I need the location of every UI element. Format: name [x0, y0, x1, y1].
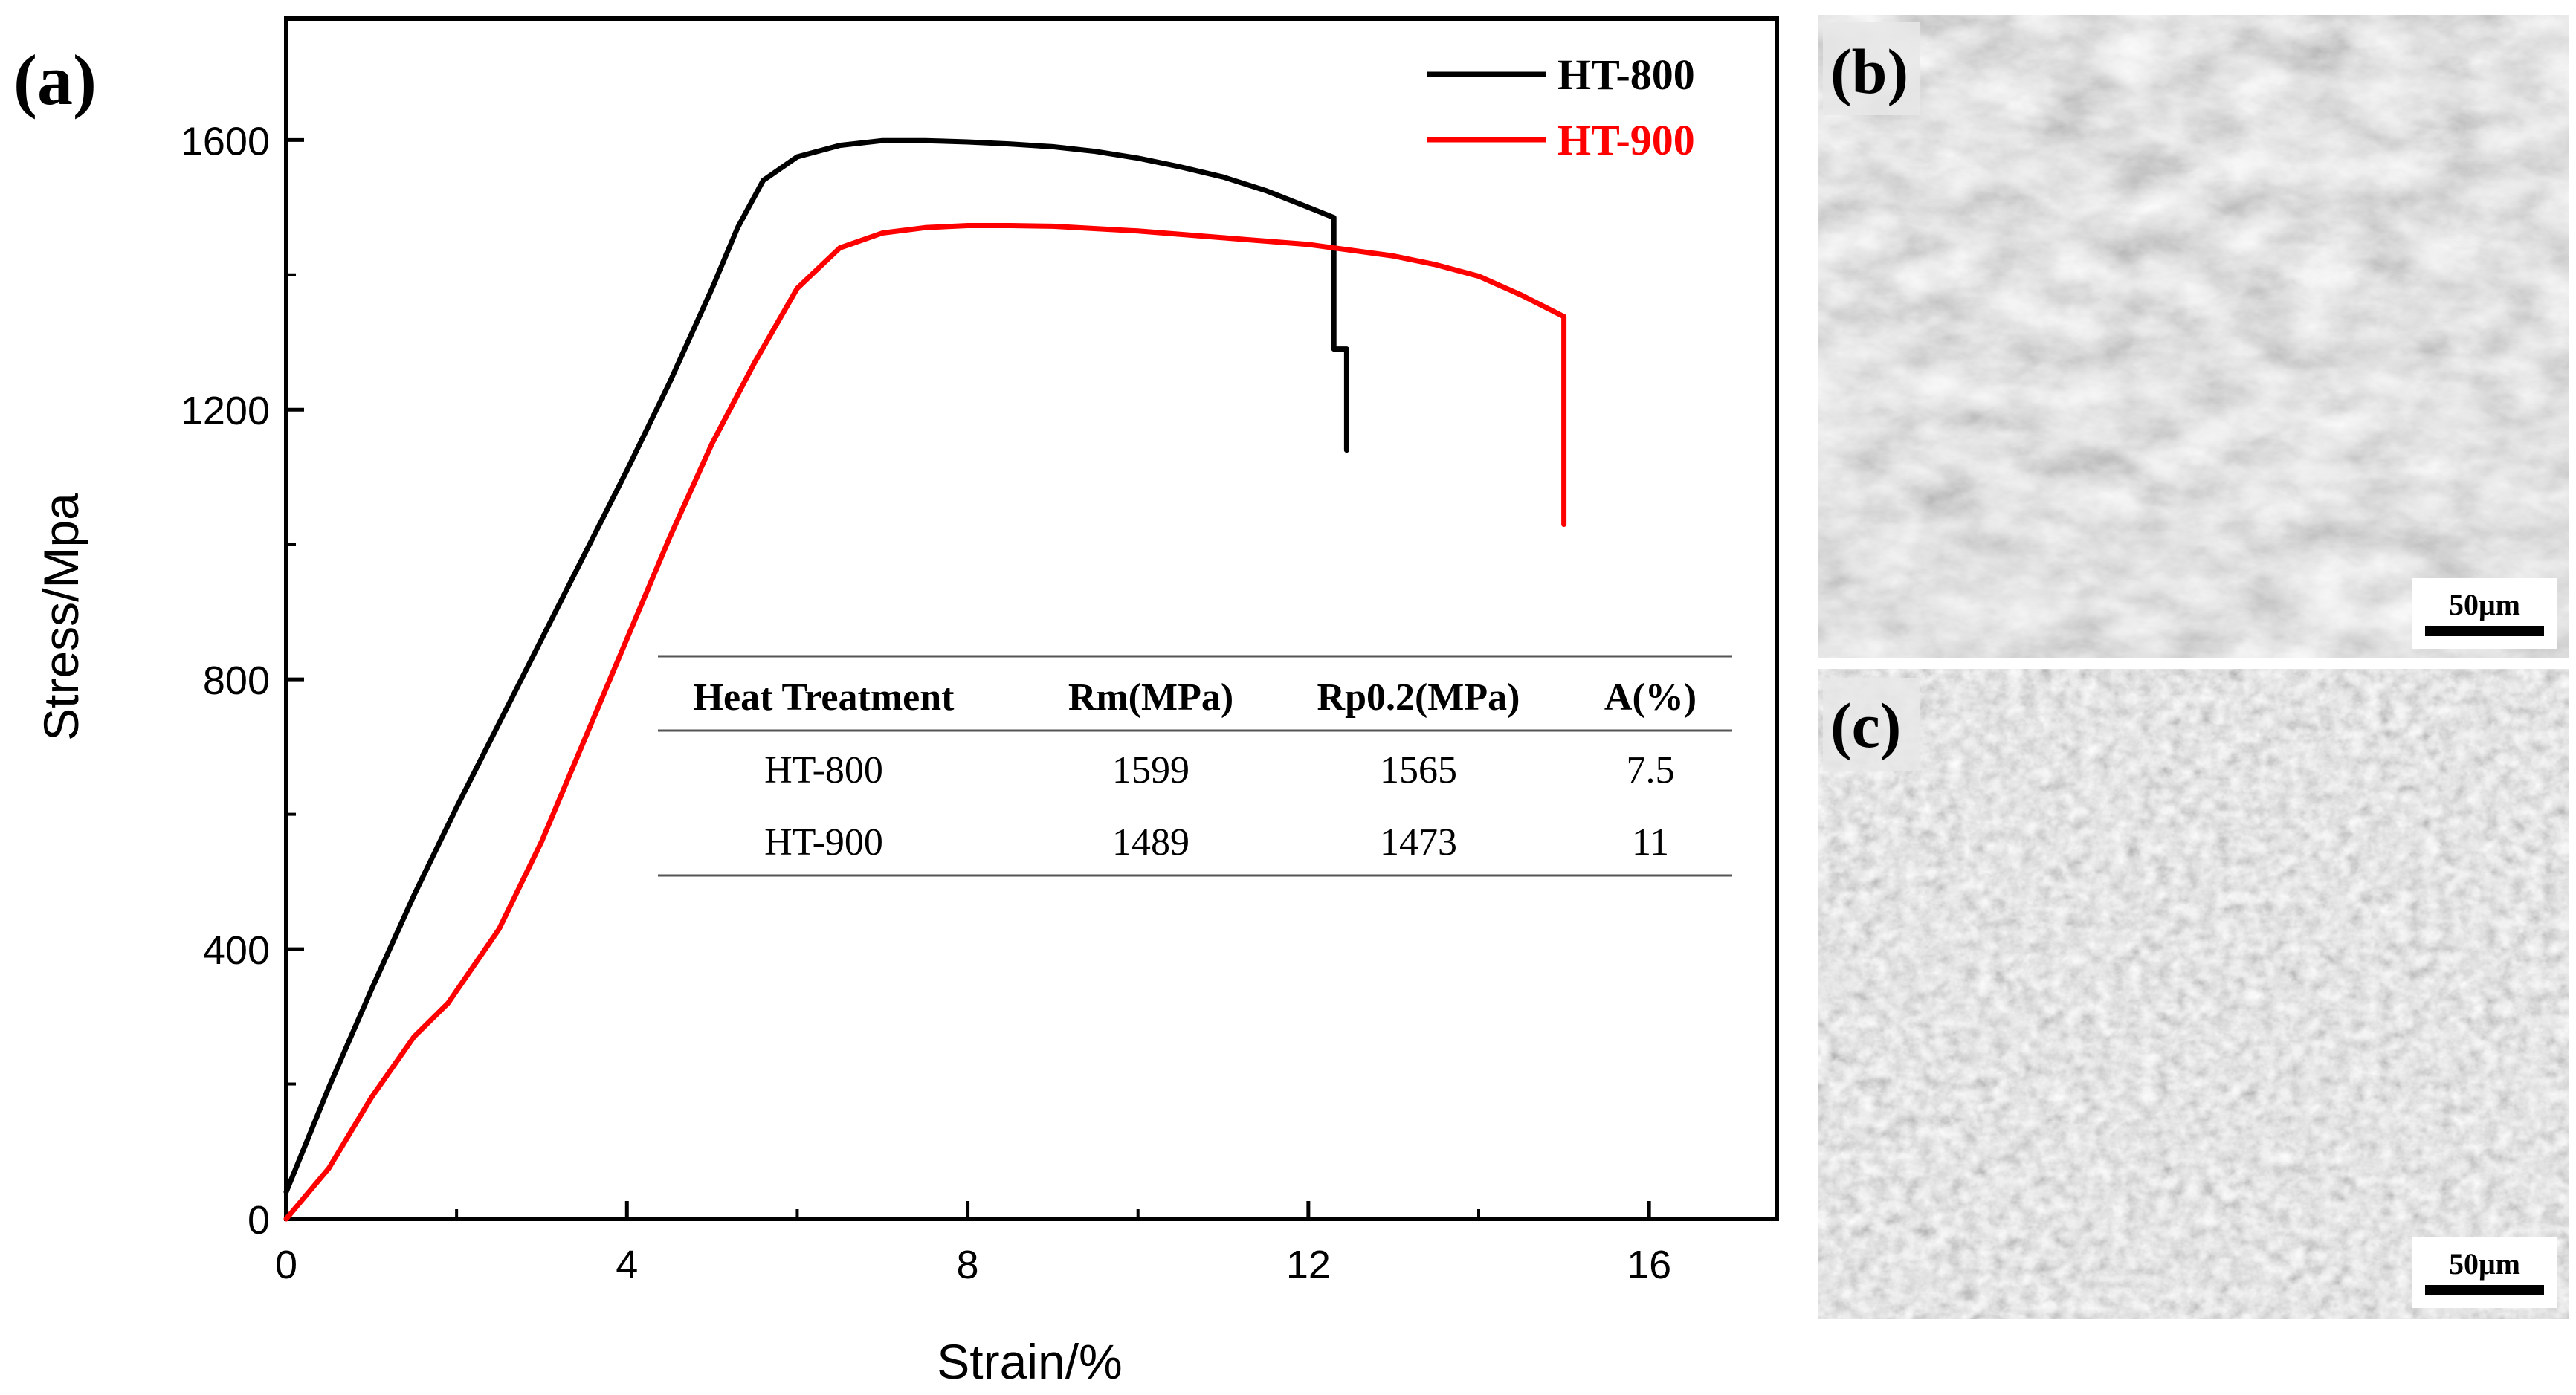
panel-label-a: (a) [13, 40, 97, 120]
table-header: A(%) [1604, 676, 1697, 719]
scale-bar-box-c [2412, 1237, 2557, 1308]
legend-label-ht-900: HT-900 [1557, 116, 1695, 164]
x-tick-label: 0 [275, 1243, 297, 1287]
x-tick-label: 16 [1627, 1243, 1671, 1287]
legend-label-ht-800: HT-800 [1557, 51, 1695, 99]
y-tick-label: 1600 [181, 119, 270, 164]
y-tick-label: 800 [203, 658, 270, 703]
sem-image-b: (b) 50μm [1818, 15, 2569, 658]
scale-bar-c [2425, 1285, 2544, 1295]
table-cell: 1565 [1380, 749, 1457, 792]
table-header: Rp0.2(MPa) [1317, 676, 1520, 719]
x-axis: 0 4 8 12 16 [275, 1201, 1671, 1287]
table-header: Heat Treatment [694, 676, 955, 719]
table-cell: 7.5 [1627, 749, 1675, 792]
y-axis: 0 400 800 1200 1600 [181, 119, 304, 1243]
sem-image-c: (c) 50μm [1818, 669, 2569, 1319]
x-axis-label: Strain/% [937, 1334, 1122, 1389]
panel-label-b: (b) [1830, 36, 1908, 107]
table-cell: 1599 [1112, 749, 1189, 792]
x-tick-label: 4 [616, 1243, 638, 1287]
y-axis-label: Stress/Mpa [33, 493, 88, 741]
x-tick-label: 8 [957, 1243, 979, 1287]
y-tick-label: 0 [248, 1198, 270, 1243]
scale-bar-b [2425, 626, 2544, 636]
table-cell: 1473 [1380, 821, 1457, 864]
table-header: Rm(MPa) [1068, 676, 1233, 719]
table-cell: 11 [1632, 821, 1669, 864]
plot-frame [284, 16, 1779, 1221]
series-lines [283, 137, 1567, 1222]
scale-bar-label-c: 50μm [2449, 1247, 2520, 1281]
y-tick-label: 400 [203, 928, 270, 973]
panel-label-c: (c) [1830, 690, 1901, 761]
panel-label-b-box [1823, 22, 1920, 115]
table-cell: 1489 [1112, 821, 1189, 864]
stress-strain-chart: 0 400 800 1200 1600 0 4 8 12 16 Stress/Mpa Strai… [33, 16, 1779, 1389]
table-cell: HT-900 [764, 821, 883, 864]
x-tick-label: 12 [1286, 1243, 1331, 1287]
table-cell: HT-800 [764, 749, 883, 792]
properties-table: Heat Treatment Rm(MPa) Rp0.2(MPa) A(%) H… [658, 655, 1732, 877]
sem-image-b-surface [1818, 15, 2569, 658]
series-line-ht-800 [283, 137, 1349, 1195]
sem-image-c-surface [1818, 669, 2569, 1319]
scale-bar-label-b: 50μm [2449, 588, 2520, 621]
y-tick-label: 1200 [181, 389, 270, 433]
series-line-ht-900 [283, 223, 1567, 1222]
legend: HT-800 HT-900 [1427, 51, 1695, 164]
panel-label-c-box [1823, 678, 1920, 771]
scale-bar-box-b [2412, 578, 2557, 649]
